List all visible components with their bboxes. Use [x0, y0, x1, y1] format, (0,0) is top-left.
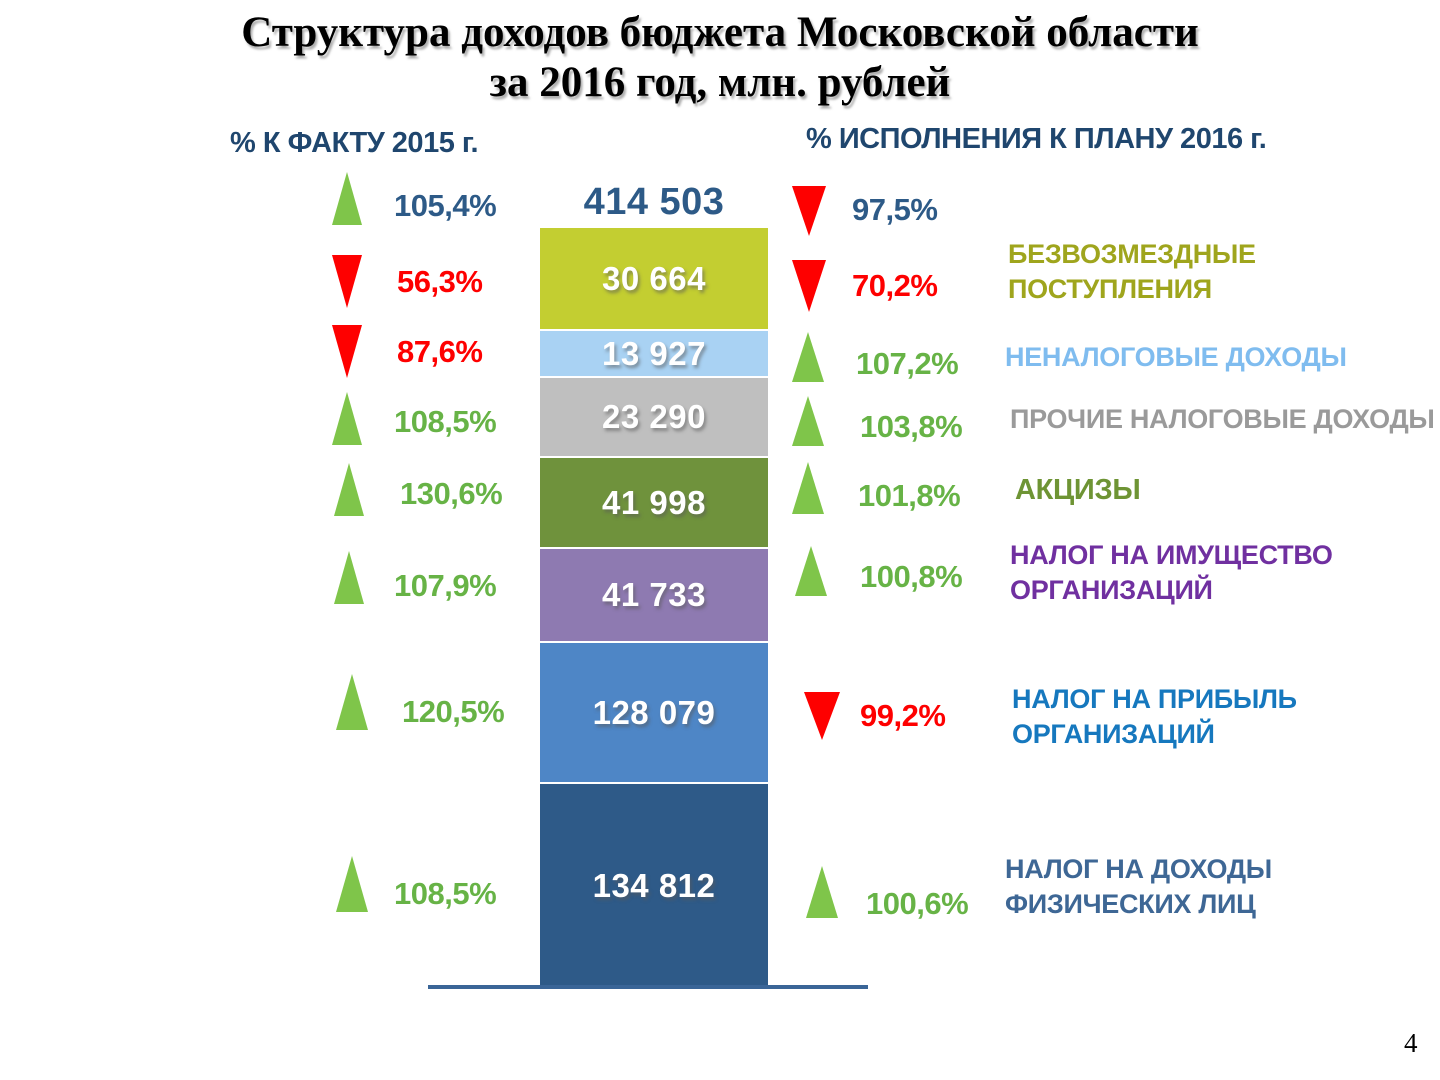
bar-segment: 13 927: [540, 331, 768, 376]
pct-fact-total: 105,4%: [394, 188, 497, 223]
left-column-header: % К ФАКТУ 2015 г.: [230, 127, 479, 159]
down-triangle-icon: [332, 325, 362, 378]
up-triangle-icon: [336, 856, 368, 912]
category-label-bezvozmezdnye: БЕЗВОЗМЕЗДНЫЕ ПОСТУПЛЕНИЯ: [1008, 239, 1256, 305]
slide-title: Структура доходов бюджета Московской обл…: [0, 8, 1440, 108]
up-triangle-icon: [792, 396, 824, 446]
pct-plan-seg0: 70,2%: [852, 268, 938, 303]
pct-fact-seg3: 130,6%: [400, 476, 503, 511]
category-label-ndfl: НАЛОГ НА ДОХОДЫ ФИЗИЧЕСКИХ ЛИЦ: [1005, 854, 1272, 920]
category-label-prochie: ПРОЧИЕ НАЛОГОВЫЕ ДОХОДЫ: [1010, 404, 1435, 434]
bar-segment: 128 079: [540, 643, 768, 782]
segment-value: 13 927: [602, 334, 706, 372]
axis-baseline: [428, 985, 868, 989]
up-triangle-icon: [334, 551, 364, 604]
pct-plan-seg3: 101,8%: [858, 478, 961, 513]
total-value: 414 503: [583, 181, 725, 223]
up-triangle-icon: [792, 332, 824, 382]
bar-segment: 134 812: [540, 784, 768, 987]
up-triangle-icon: [332, 392, 362, 445]
up-triangle-icon: [806, 866, 838, 918]
category-label-akcizy: АКЦИЗЫ: [1015, 474, 1141, 506]
slide-title-line2: за 2016 год, млн. рублей: [489, 58, 951, 106]
down-triangle-icon: [792, 186, 826, 236]
down-triangle-icon: [332, 255, 362, 308]
segment-value: 23 290: [602, 398, 706, 435]
down-triangle-icon: [792, 260, 826, 312]
bar-segment: 30 664: [540, 228, 768, 329]
up-triangle-icon: [336, 674, 368, 730]
segment-value: 30 664: [602, 259, 706, 297]
up-triangle-icon: [795, 546, 827, 596]
pct-fact-seg1: 87,6%: [397, 334, 483, 369]
pct-fact-seg0: 56,3%: [397, 264, 483, 299]
up-triangle-icon: [334, 463, 364, 516]
right-column-header: % ИСПОЛНЕНИЯ К ПЛАНУ 2016 г.: [806, 123, 1267, 155]
bar-segment: 41 733: [540, 549, 768, 641]
up-triangle-icon: [792, 462, 824, 514]
bar-segment: 41 998: [540, 458, 768, 547]
category-label-imushchestvo: НАЛОГ НА ИМУЩЕСТВО ОРГАНИЗАЦИЙ: [1010, 540, 1333, 606]
bar-segment: 23 290: [540, 378, 768, 456]
pct-plan-total: 97,5%: [852, 192, 938, 227]
category-label-nenalogovye: НЕНАЛОГОВЫЕ ДОХОДЫ: [1005, 342, 1347, 372]
pct-fact-seg5: 120,5%: [402, 694, 505, 729]
category-label-pribyl: НАЛОГ НА ПРИБЫЛЬ ОРГАНИЗАЦИЙ: [1012, 684, 1297, 750]
up-triangle-icon: [332, 172, 362, 225]
slide-title-line1: Структура доходов бюджета Московской обл…: [241, 9, 1199, 56]
pct-fact-seg2: 108,5%: [394, 404, 497, 439]
down-triangle-icon: [804, 692, 840, 740]
pct-fact-seg4: 107,9%: [394, 568, 497, 603]
page-number: 4: [1404, 1028, 1418, 1058]
pct-plan-seg2: 103,8%: [860, 409, 963, 444]
segment-value: 41 998: [602, 483, 706, 521]
segment-value: 128 079: [592, 693, 716, 731]
segment-value: 41 733: [602, 576, 706, 613]
pct-fact-seg6: 108,5%: [394, 876, 497, 911]
pct-plan-seg1: 107,2%: [856, 346, 959, 381]
pct-plan-seg4: 100,8%: [860, 559, 963, 594]
pct-plan-seg5: 99,2%: [860, 698, 946, 733]
stacked-bar: 30 664 13 927 23 290 41 998 41 733 128 0…: [540, 228, 768, 987]
pct-plan-seg6: 100,6%: [866, 886, 969, 921]
segment-value: 134 812: [592, 866, 716, 904]
